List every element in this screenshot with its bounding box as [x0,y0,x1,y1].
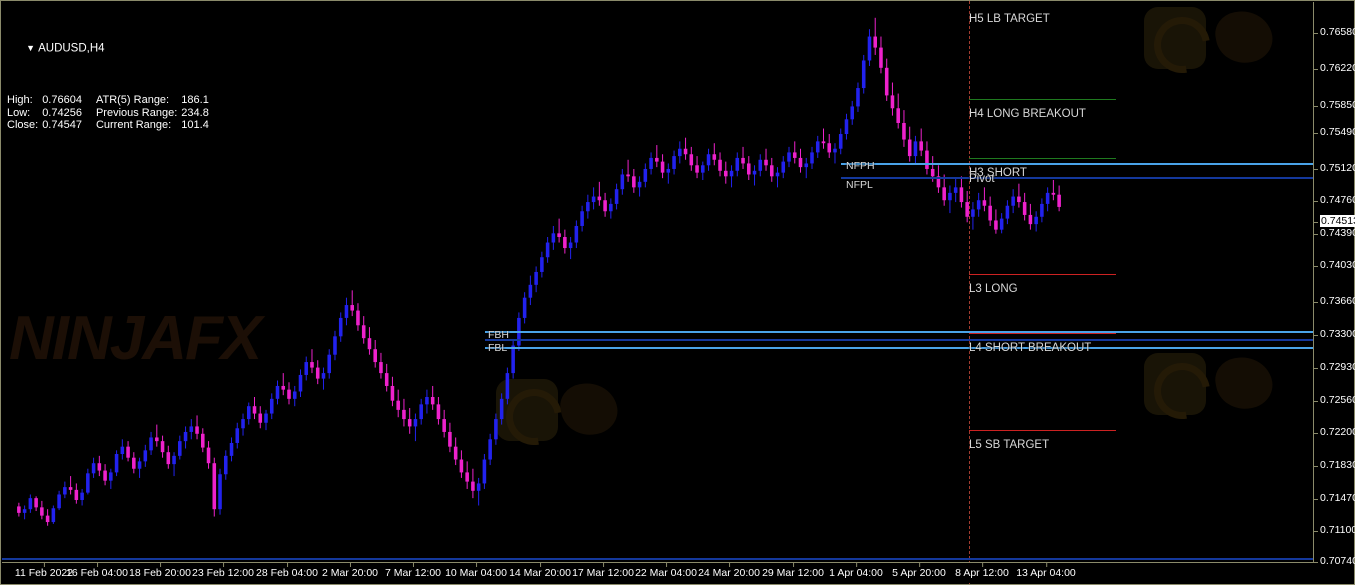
price-axis[interactable]: 0.76580 0.76220 0.75850 0.75490 0.75120 0.747… [1313,2,1355,567]
time-tick: 8 Apr 12:00 [955,563,1009,579]
time-tick: 18 Feb 20:00 [129,563,191,579]
time-tick: 5 Apr 20:00 [892,563,946,579]
l3-long-label: L3 LONG [969,283,1018,295]
time-tick: 16 Feb 04:00 [66,563,128,579]
time-tick: 29 Mar 12:00 [762,563,824,579]
symbol-info-block: ▼ AUDUSD,H4 High: 0.76604 ATR(5) Range: 1… [7,4,223,157]
symbol-title-row[interactable]: ▼ AUDUSD,H4 [7,30,223,69]
time-tick: 7 Mar 12:00 [385,563,441,579]
info-key-cur-range: Current Range: [95,119,172,132]
fbl-line [485,347,1314,349]
bottom-line [2,558,1314,560]
current-session-divider [969,1,970,584]
info-key-prev-range: Previous Range: [95,106,178,119]
h3-short-label: H3 SHORT [969,167,1027,179]
l4-short-breakout-line [969,333,1116,334]
info-value-high: 0.76604 [42,94,82,107]
info-value-cur-range: 101.4 [181,119,209,132]
info-value-atr: 186.1 [181,94,209,107]
fbl-label: FBL [488,342,508,354]
info-key-atr: ATR(5) Range: [95,94,170,107]
triangle-down-icon[interactable]: ▼ [26,43,36,54]
nfph-line [841,163,1314,165]
time-tick: 1 Apr 04:00 [829,563,883,579]
h4-long-breakout-line [969,99,1116,100]
nfpl-label: NFPL [846,179,873,191]
nfph-label: NFPH [846,160,875,172]
time-tick: 22 Mar 04:00 [635,563,697,579]
pivot-label: Pivot [969,173,995,185]
info-value-prev-range: 234.8 [181,106,209,119]
symbol-title: AUDUSD,H4 [38,42,105,55]
l4-short-breakout-label: L4 SHORT BREAKOUT [969,342,1092,354]
fbh-label: FBH [488,329,509,341]
info-value-low: 0.74256 [42,106,82,119]
time-tick: 14 Mar 20:00 [509,563,571,579]
time-tick: 10 Mar 04:00 [445,563,507,579]
h3-short-line [969,158,1116,159]
h5-lb-target-label: H5 LB TARGET [969,13,1050,25]
info-key-low: Low: [7,106,31,119]
nfpl-line [841,177,1314,179]
info-value-close: 0.74547 [42,119,82,132]
time-tick: 23 Feb 12:00 [192,563,254,579]
fb-mid-line [485,339,1314,341]
info-key-close: Close: [7,119,39,132]
h4-long-breakout-label: H4 LONG BREAKOUT [969,108,1086,120]
time-axis[interactable]: 11 Feb 2022 16 Feb 04:00 18 Feb 20:00 23 Fe… [2,562,1314,583]
time-tick: 11 Feb 2022 [15,563,73,579]
info-key-high: High: [7,94,33,107]
l5-sb-target-label: L5 SB TARGET [969,439,1050,451]
table-row: Low: 0.74256 Previous Range: 234.8 [7,107,223,120]
time-tick: 13 Apr 04:00 [1016,563,1076,579]
time-tick: 2 Mar 20:00 [322,563,378,579]
l3-long-line [969,274,1116,275]
l5-sb-target-line [969,430,1116,431]
time-tick: 17 Mar 12:00 [572,563,634,579]
fbh-line [485,331,1314,333]
table-row: High: 0.76604 ATR(5) Range: 186.1 [7,94,223,107]
chart-plot-area [2,2,1314,563]
candlestick-series [17,17,1061,526]
table-row: Close: 0.74547 Current Range: 101.4 [7,119,223,132]
time-tick: 28 Feb 04:00 [256,563,318,579]
info-table: High: 0.76604 ATR(5) Range: 186.1 Low: 0… [7,94,223,132]
time-tick: 24 Mar 20:00 [698,563,760,579]
